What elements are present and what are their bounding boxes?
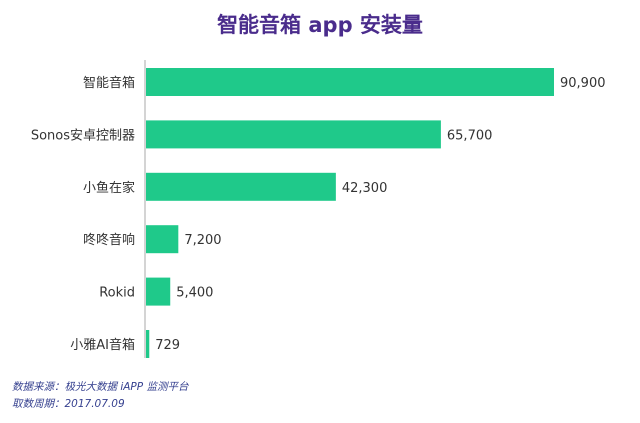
category-label: Sonos安卓控制器 [31, 128, 135, 143]
bar-row: 小雅AI音箱 729 [70, 330, 180, 358]
bar-row: Sonos安卓控制器 65,700 [31, 120, 493, 149]
category-label: 小鱼在家 [83, 180, 135, 196]
value-label: 42,300 [342, 181, 388, 196]
bar [146, 68, 554, 96]
footer-period: 取数周期：2017.07.09 [12, 398, 125, 410]
bar [146, 330, 150, 358]
bar [146, 120, 441, 149]
value-label: 5,400 [176, 286, 213, 301]
chart-title: 智能音箱 app 安装量 [217, 13, 423, 37]
bar [146, 172, 336, 201]
bar-row: 小鱼在家 42,300 [83, 172, 388, 201]
category-label: 咚咚音响 [83, 232, 135, 248]
bar [146, 277, 171, 306]
category-label: Rokid [99, 286, 135, 301]
bar [146, 225, 179, 254]
value-label: 90,900 [560, 76, 606, 91]
bar-row: 智能音箱 90,900 [83, 68, 606, 96]
value-label: 729 [155, 338, 180, 353]
value-label: 65,700 [447, 128, 493, 143]
footer-source: 数据来源：极光大数据 iAPP 监测平台 [12, 381, 189, 393]
value-label: 7,200 [184, 233, 221, 248]
category-label: 小雅AI音箱 [70, 337, 135, 353]
bars-group: 智能音箱 90,900 Sonos安卓控制器 65,700 小鱼在家 42,300 咚咚音响… [31, 68, 606, 358]
bar-row: Rokid 5,400 [99, 277, 213, 306]
bar-row: 咚咚音响 7,200 [83, 225, 222, 254]
category-label: 智能音箱 [83, 75, 135, 91]
